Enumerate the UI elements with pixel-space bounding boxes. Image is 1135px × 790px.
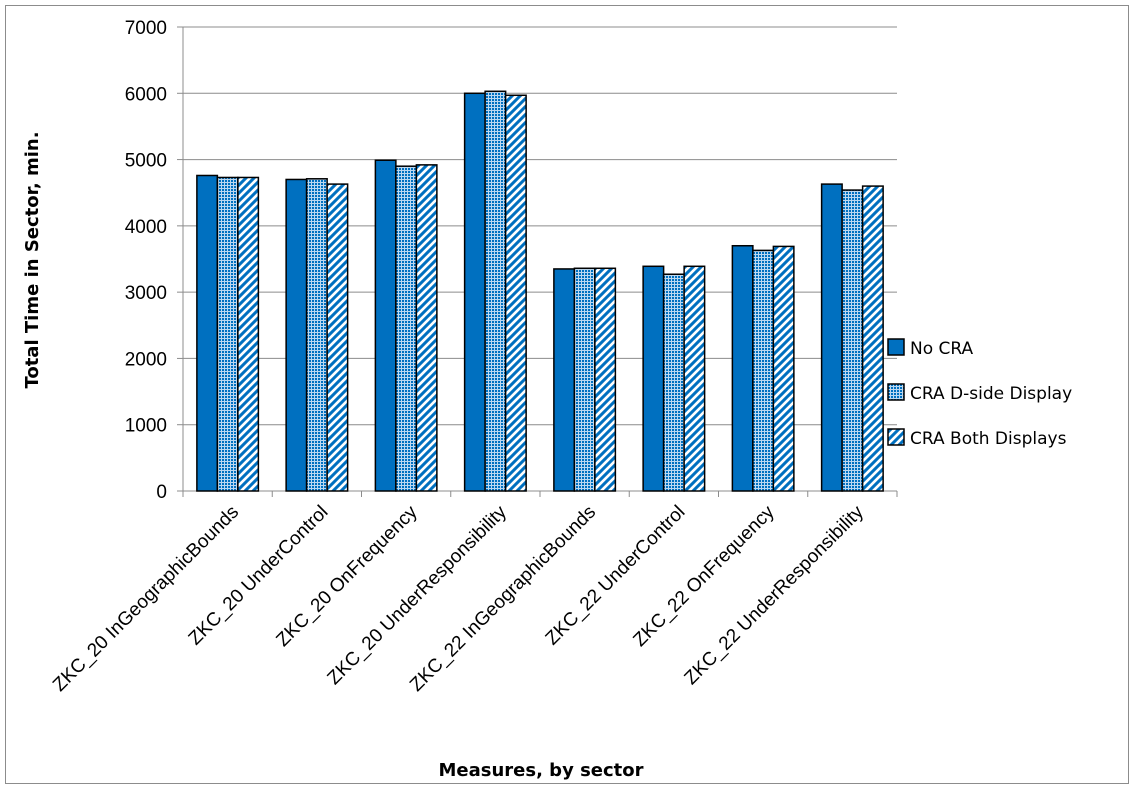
bar-no-cra-7 <box>731 244 754 492</box>
legend-label: No CRA <box>910 339 974 359</box>
y-tick-label: 0 <box>156 482 167 503</box>
y-tick-label: 3000 <box>125 283 167 304</box>
bar-no-cra-1 <box>196 174 219 492</box>
bar-no-cra-8 <box>820 183 843 492</box>
bar-cra-d-side-display-1 <box>216 176 239 492</box>
bar-cra-d-side-display-7 <box>752 249 775 492</box>
bar-no-cra-5 <box>553 268 576 492</box>
bar-no-cra-2 <box>285 178 308 492</box>
bar-cra-both-displays-6 <box>683 265 706 492</box>
bar-cra-d-side-display-8 <box>841 189 864 492</box>
bar-no-cra-3 <box>374 159 397 492</box>
legend: No CRA CRA D-side Display CRA Both Display… <box>887 338 1072 449</box>
x-tick-label: ZKC_20 InGeographicBounds <box>49 502 243 696</box>
bar-no-cra-4 <box>463 92 486 492</box>
x-tick-label: ZKC_22 UnderResponsibility <box>681 501 869 689</box>
y-tick-label: 4000 <box>125 217 167 238</box>
legend-label: CRA D-side Display <box>910 384 1072 404</box>
x-tick-label: ZKC_20 UnderResponsibility <box>324 501 512 689</box>
y-tick-label: 5000 <box>125 151 167 172</box>
bar-cra-d-side-display-4 <box>484 90 507 492</box>
bar-cra-d-side-display-3 <box>395 165 418 492</box>
bar-cra-both-displays-2 <box>326 183 349 492</box>
bar-cra-d-side-display-2 <box>305 178 328 492</box>
bar-cra-both-displays-4 <box>504 94 527 492</box>
bar-cra-both-displays-8 <box>861 185 884 492</box>
y-tick-label: 2000 <box>125 349 167 370</box>
x-tick-label: ZKC_22 InGeographicBounds <box>406 502 600 696</box>
bar-cra-both-displays-1 <box>237 176 260 492</box>
bar-no-cra-6 <box>642 265 665 492</box>
y-axis-title: Total Time in Sector, min. <box>22 131 43 388</box>
bar-cra-d-side-display-5 <box>573 267 596 492</box>
y-tick-label: 1000 <box>125 416 167 437</box>
bar-cra-d-side-display-6 <box>662 273 685 492</box>
bar-cra-both-displays-5 <box>594 267 617 492</box>
bar-cra-both-displays-7 <box>772 245 795 492</box>
x-axis-title: Measures, by sector <box>438 760 643 781</box>
y-tick-label: 6000 <box>125 84 167 105</box>
legend-label: CRA Both Displays <box>910 429 1067 449</box>
y-tick-label: 7000 <box>125 18 167 39</box>
bar-cra-both-displays-3 <box>415 164 438 492</box>
bars <box>196 90 884 492</box>
legend-swatch-2 <box>887 383 905 401</box>
legend-swatch-1 <box>887 338 905 356</box>
legend-swatch-3 <box>887 428 905 446</box>
